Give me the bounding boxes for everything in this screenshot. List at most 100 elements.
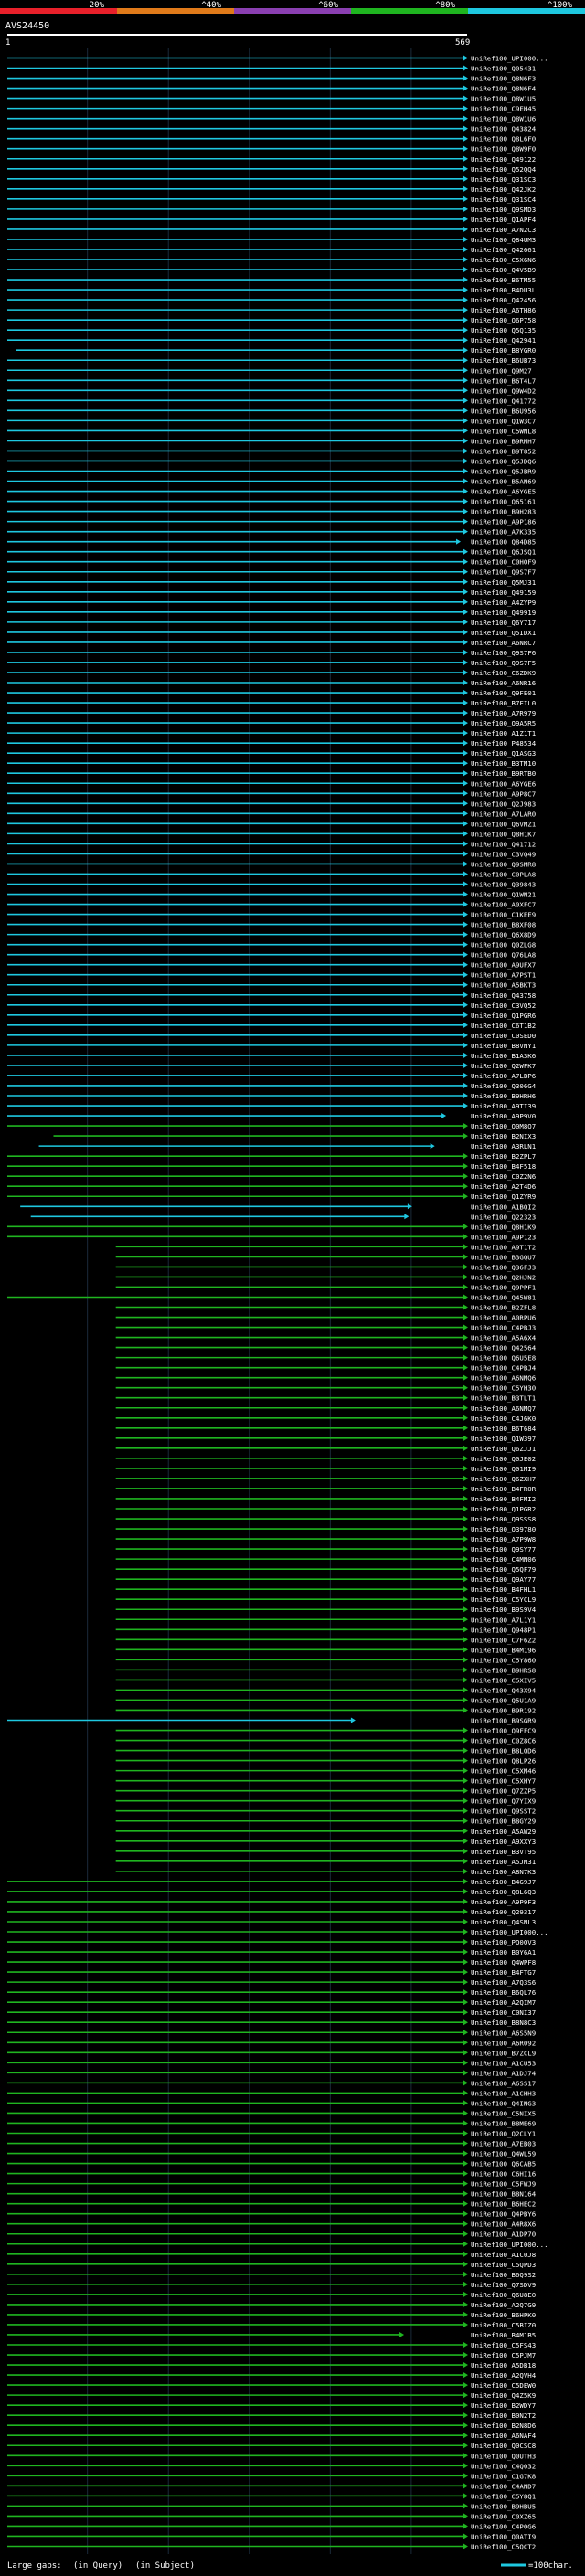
hit-label[interactable]: UniRef100_C5PJM7 (471, 2351, 536, 2359)
hit-label[interactable]: UniRef100_B6TM55 (471, 276, 536, 284)
hit-label[interactable]: UniRef100_B7FIL0 (471, 699, 536, 707)
hit-label[interactable]: UniRef100_Q8LP26 (471, 1757, 536, 1765)
hit-row[interactable]: UniRef100_Q6JSQ1 (7, 548, 536, 557)
hit-row[interactable]: UniRef100_Q1ZYR9 (7, 1193, 536, 1201)
hit-row[interactable]: UniRef100_C4PBJ3 (115, 1324, 537, 1332)
hit-label[interactable]: UniRef100_Q9FE01 (471, 689, 536, 697)
hit-label[interactable]: UniRef100_A3RLN1 (471, 1142, 536, 1150)
hit-label[interactable]: UniRef100_Q2CLY1 (471, 2129, 536, 2137)
hit-row[interactable]: UniRef100_Q43758 (7, 991, 536, 1000)
hit-label[interactable]: UniRef100_Q7ZZP5 (471, 1787, 536, 1796)
hit-label[interactable]: UniRef100_Q8W1U6 (471, 115, 536, 123)
hit-label[interactable]: UniRef100_A9UFX7 (471, 961, 536, 970)
hit-row[interactable]: UniRef100_C0HOF9 (7, 558, 536, 567)
hit-row[interactable]: UniRef100_Q42941 (7, 336, 536, 345)
hit-row[interactable]: UniRef100_Q7ZZP5 (115, 1787, 537, 1796)
hit-label[interactable]: UniRef100_B4M196 (471, 1646, 536, 1654)
hit-label[interactable]: UniRef100_A2T4D6 (471, 1182, 536, 1191)
hit-label[interactable]: UniRef100_Q4V5B9 (471, 266, 536, 274)
hit-label[interactable]: UniRef100_Q43758 (471, 991, 536, 1000)
hit-row[interactable]: UniRef100_C5QCT2 (7, 2542, 536, 2550)
hit-row[interactable]: UniRef100_B8XF08 (7, 921, 536, 929)
hit-label[interactable]: UniRef100_C6HI16 (471, 2170, 536, 2178)
hit-row[interactable]: UniRef100_B8VNY1 (7, 1042, 536, 1050)
hit-row[interactable]: UniRef100_B3GQU7 (115, 1253, 537, 1261)
hit-label[interactable]: UniRef100_B4F518 (471, 1162, 536, 1171)
hit-row[interactable]: UniRef100_Q9S7F7 (7, 568, 536, 577)
hit-label[interactable]: UniRef100_B8ME69 (471, 2119, 536, 2127)
hit-label[interactable]: UniRef100_C0SED0 (471, 1032, 536, 1040)
hit-label[interactable]: UniRef100_B8LQD6 (471, 1747, 536, 1755)
hit-row[interactable]: UniRef100_Q9SY77 (115, 1545, 537, 1553)
hit-label[interactable]: UniRef100_Q36FJ3 (471, 1263, 536, 1271)
hit-label[interactable]: UniRef100_Q9W4D2 (471, 387, 536, 395)
hit-row[interactable]: UniRef100_A6R092 (7, 2039, 536, 2047)
hit-row[interactable]: UniRef100_C4P0G6 (7, 2522, 536, 2530)
hit-label[interactable]: UniRef100_Q1PGR2 (471, 1505, 536, 1513)
hit-row[interactable]: UniRef100_A7LAR0 (7, 810, 536, 818)
hit-row[interactable]: UniRef100_B9S9V4 (115, 1606, 537, 1614)
hit-label[interactable]: UniRef100_C5XHY7 (471, 1777, 536, 1786)
hit-row[interactable]: UniRef100_C9EH45 (7, 105, 536, 113)
hit-label[interactable]: UniRef100_Q42JK2 (471, 186, 536, 194)
hit-row[interactable]: UniRef100_A1DP70 (7, 2231, 536, 2239)
hit-row[interactable]: UniRef100_B7ZCL9 (7, 2049, 536, 2057)
hit-row[interactable]: UniRef100_A5DB18 (7, 2361, 536, 2369)
hit-label[interactable]: UniRef100_A7EB03 (471, 2140, 536, 2148)
hit-label[interactable]: UniRef100_B3GQU7 (471, 1253, 536, 1261)
hit-row[interactable]: UniRef100_A9P9F3 (7, 1898, 536, 1906)
hit-label[interactable]: UniRef100_Q9PPF1 (471, 1283, 536, 1291)
hit-label[interactable]: UniRef100_Q39843 (471, 880, 536, 888)
hit-label[interactable]: UniRef100_B4FR0R (471, 1485, 537, 1493)
hit-row[interactable]: UniRef100_A9P9V0 (7, 1112, 536, 1120)
hit-row[interactable]: UniRef100_Q9PPF1 (115, 1283, 537, 1291)
hit-row[interactable]: UniRef100_Q1APF4 (7, 216, 537, 224)
hit-row[interactable]: UniRef100_Q2WFK7 (7, 1062, 536, 1070)
hit-label[interactable]: UniRef100_Q4SNL3 (471, 1918, 536, 1926)
hit-label[interactable]: UniRef100_B8N8C3 (471, 2019, 536, 2027)
hit-row[interactable]: UniRef100_Q1PGR2 (115, 1505, 537, 1513)
hit-label[interactable]: UniRef100_B4FTG7 (471, 1968, 536, 1977)
hit-row[interactable]: UniRef100_B8YGR0 (16, 346, 536, 355)
hit-label[interactable]: UniRef100_B2WDY7 (471, 2401, 536, 2410)
hit-label[interactable]: UniRef100_Q8H1K7 (471, 830, 536, 838)
hit-row[interactable]: UniRef100_Q2CLY1 (7, 2129, 536, 2137)
hit-row[interactable]: UniRef100_Q43X94 (115, 1686, 537, 1694)
hit-label[interactable]: UniRef100_B9R192 (471, 1706, 536, 1714)
hit-row[interactable]: UniRef100_B9SGR9 (7, 1717, 536, 1725)
hit-label[interactable]: UniRef100_A7PST1 (471, 971, 536, 980)
hit-row[interactable]: UniRef100_Q4PBY6 (7, 2210, 536, 2219)
hit-label[interactable]: UniRef100_Q1W3C7 (471, 417, 536, 425)
hit-row[interactable]: UniRef100_A7LBP6 (7, 1072, 536, 1080)
hit-row[interactable]: UniRef100_B6T684 (115, 1425, 537, 1433)
hit-label[interactable]: UniRef100_C1G7K8 (471, 2472, 536, 2480)
hit-row[interactable]: UniRef100_Q8LP26 (115, 1757, 537, 1765)
hit-label[interactable]: UniRef100_A6SS17 (471, 2079, 536, 2087)
hit-label[interactable]: UniRef100_Q0M8Q7 (471, 1122, 536, 1130)
hit-row[interactable]: UniRef100_Q9SSS8 (115, 1515, 537, 1523)
hit-row[interactable]: UniRef100_B9HRS8 (115, 1666, 537, 1674)
hit-row[interactable]: UniRef100_B6QL76 (7, 1988, 536, 1997)
hit-label[interactable]: UniRef100_Q9SMR8 (471, 860, 536, 868)
hit-row[interactable]: UniRef100_Q39780 (115, 1525, 537, 1533)
hit-label[interactable]: UniRef100_C4P0G6 (471, 2522, 536, 2530)
hit-label[interactable]: UniRef100_PQ0OV3 (471, 1938, 536, 1946)
hit-label[interactable]: UniRef100_C5YCL9 (471, 1595, 536, 1604)
hit-row[interactable]: UniRef100_A4ZYP9 (7, 599, 536, 607)
hit-label[interactable]: UniRef100_Q4WL59 (471, 2150, 536, 2158)
hit-row[interactable]: UniRef100_A1CHH3 (7, 2089, 536, 2097)
hit-label[interactable]: UniRef100_Q29317 (471, 1908, 536, 1916)
hit-row[interactable]: UniRef100_A1C0J8 (7, 2251, 536, 2259)
hit-row[interactable]: UniRef100_C5Y860 (115, 1656, 537, 1664)
hit-label[interactable]: UniRef100_Q5IDX1 (471, 629, 536, 637)
hit-row[interactable]: UniRef100_B6T4L7 (7, 376, 536, 385)
hit-label[interactable]: UniRef100_C5XIV5 (471, 1676, 536, 1684)
hit-label[interactable]: UniRef100_Q42941 (471, 336, 536, 345)
hit-row[interactable]: UniRef100_Q8W9F0 (7, 145, 536, 154)
hit-row[interactable]: UniRef100_C0PLA8 (7, 870, 536, 878)
hit-label[interactable]: UniRef100_B8YGR0 (471, 346, 536, 355)
hit-label[interactable]: UniRef100_Q22323 (471, 1213, 536, 1221)
hit-row[interactable]: UniRef100_B9T852 (7, 447, 536, 455)
hit-row[interactable]: UniRef100_C5FS43 (7, 2341, 536, 2349)
hit-row[interactable]: UniRef100_Q948P1 (115, 1626, 537, 1634)
